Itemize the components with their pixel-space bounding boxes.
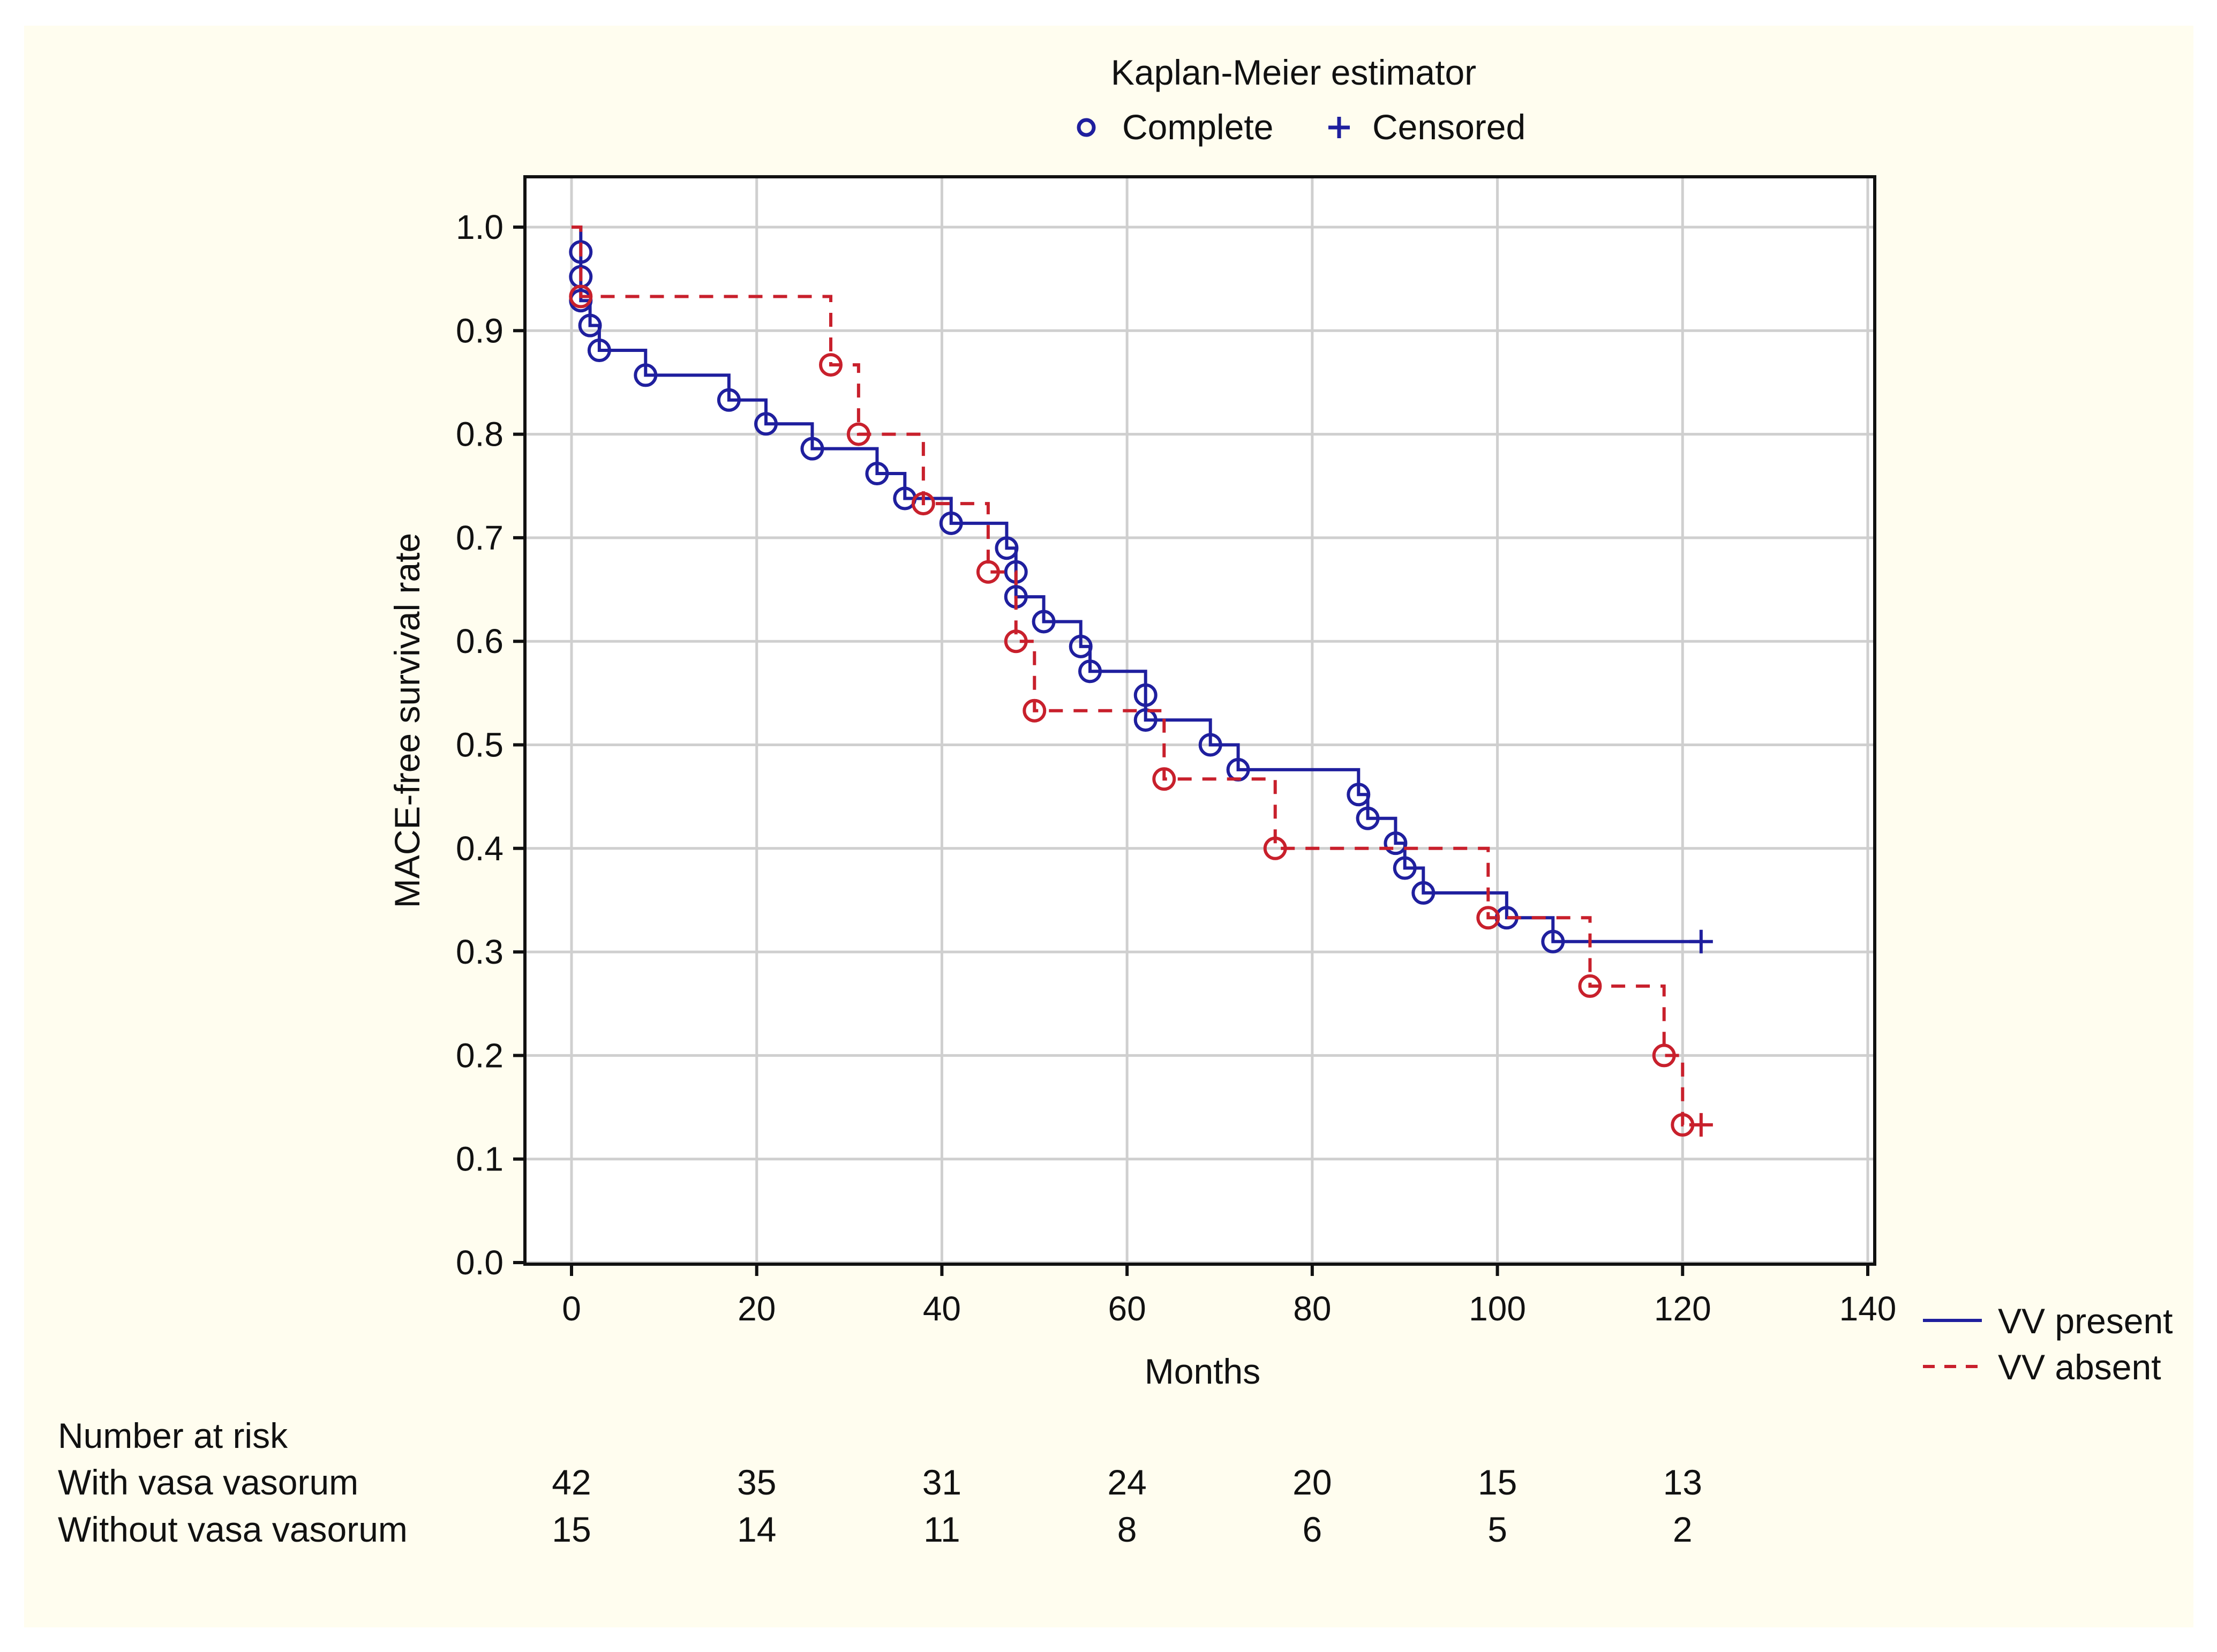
- y-tick-label: 0.6: [456, 622, 503, 660]
- event-marker: [569, 284, 593, 309]
- event-marker: [754, 412, 778, 436]
- event-marker: [578, 313, 602, 337]
- event-marker: [1069, 634, 1093, 658]
- event-marker: [1023, 699, 1047, 723]
- y-tick-label: 0.3: [456, 933, 503, 971]
- risk-table-value: 20: [1292, 1462, 1332, 1502]
- risk-table-value: 6: [1302, 1510, 1322, 1549]
- event-marker: [800, 437, 824, 461]
- event-marker: [911, 492, 935, 516]
- y-tick-label: 0.0: [456, 1243, 503, 1282]
- x-tick-label: 0: [562, 1289, 581, 1328]
- x-tick-label: 100: [1469, 1289, 1526, 1328]
- event-marker: [865, 462, 889, 486]
- survival-curve-vv-present: [572, 226, 1701, 943]
- risk-table-value: 14: [737, 1510, 776, 1549]
- event-marker: [939, 511, 963, 535]
- y-tick-label: 0.1: [456, 1140, 503, 1178]
- event-marker: [1476, 906, 1500, 930]
- survival-curve-vv-absent: [572, 226, 1701, 1127]
- event-marker: [1541, 929, 1565, 953]
- event-marker: [1411, 881, 1436, 905]
- x-tick-label: 120: [1654, 1289, 1711, 1328]
- x-axis-title: Months: [1145, 1351, 1260, 1391]
- risk-table-value: 15: [1478, 1462, 1517, 1502]
- y-tick-label: 0.2: [456, 1036, 503, 1075]
- risk-table-value: 11: [923, 1510, 960, 1549]
- event-marker: [819, 353, 843, 377]
- event-marker: [634, 363, 658, 387]
- event-marker: [1133, 708, 1158, 732]
- event-marker: [1384, 831, 1408, 855]
- x-tick-label: 140: [1839, 1289, 1897, 1328]
- y-tick-label: 0.5: [456, 726, 503, 764]
- event-marker: [1032, 610, 1056, 634]
- x-tick-label: 60: [1108, 1289, 1146, 1328]
- x-tick-label: 40: [923, 1289, 961, 1328]
- y-tick-label: 0.8: [456, 415, 503, 454]
- risk-table-value: 5: [1487, 1510, 1507, 1549]
- event-marker: [1198, 733, 1222, 757]
- event-marker: [995, 536, 1019, 560]
- risk-table-value: 24: [1107, 1462, 1146, 1502]
- risk-table-value: 42: [552, 1462, 591, 1502]
- event-marker: [1133, 683, 1158, 707]
- event-marker: [976, 560, 1000, 584]
- event-marker: [587, 339, 611, 363]
- x-tick-label: 20: [738, 1289, 776, 1328]
- event-marker: [1078, 659, 1102, 684]
- event-marker: [569, 240, 593, 264]
- censored-legend-label: Censored: [1372, 107, 1525, 147]
- complete-legend-label: Complete: [1122, 107, 1273, 147]
- risk-table-row-label: With vasa vasorum: [58, 1462, 358, 1502]
- risk-table-value: 2: [1673, 1510, 1693, 1549]
- risk-table-title: Number at risk: [58, 1416, 288, 1455]
- event-marker: [1152, 767, 1176, 791]
- risk-table-row-label: Without vasa vasorum: [58, 1510, 408, 1549]
- event-marker: [717, 388, 741, 412]
- event-marker: [1652, 1043, 1676, 1068]
- y-tick-label: 0.4: [456, 829, 503, 868]
- y-tick-label: 0.7: [456, 519, 503, 557]
- legend-label-vv-present: VV present: [1998, 1301, 2173, 1341]
- risk-table-value: 13: [1663, 1462, 1702, 1502]
- event-marker: [1578, 974, 1602, 998]
- y-axis-title: MACE-free survival rate: [387, 533, 427, 908]
- event-marker: [846, 422, 870, 446]
- risk-table-value: 31: [922, 1462, 961, 1502]
- risk-table-value: 8: [1117, 1510, 1137, 1549]
- chart-title: Kaplan-Meier estimator: [1111, 52, 1476, 92]
- event-marker: [1393, 856, 1417, 880]
- legend-label-vv-absent: VV absent: [1998, 1347, 2161, 1387]
- y-tick-label: 0.9: [456, 311, 503, 350]
- x-tick-label: 80: [1293, 1289, 1331, 1328]
- event-marker: [1356, 806, 1380, 830]
- risk-table-value: 35: [737, 1462, 776, 1502]
- event-marker: [1263, 836, 1287, 860]
- complete-marker-icon: [1077, 118, 1096, 137]
- risk-table-value: 15: [552, 1510, 591, 1549]
- event-marker: [1347, 783, 1371, 807]
- event-marker: [1004, 629, 1028, 654]
- plot-frame: [523, 175, 1876, 1266]
- y-tick-label: 1.0: [456, 208, 503, 246]
